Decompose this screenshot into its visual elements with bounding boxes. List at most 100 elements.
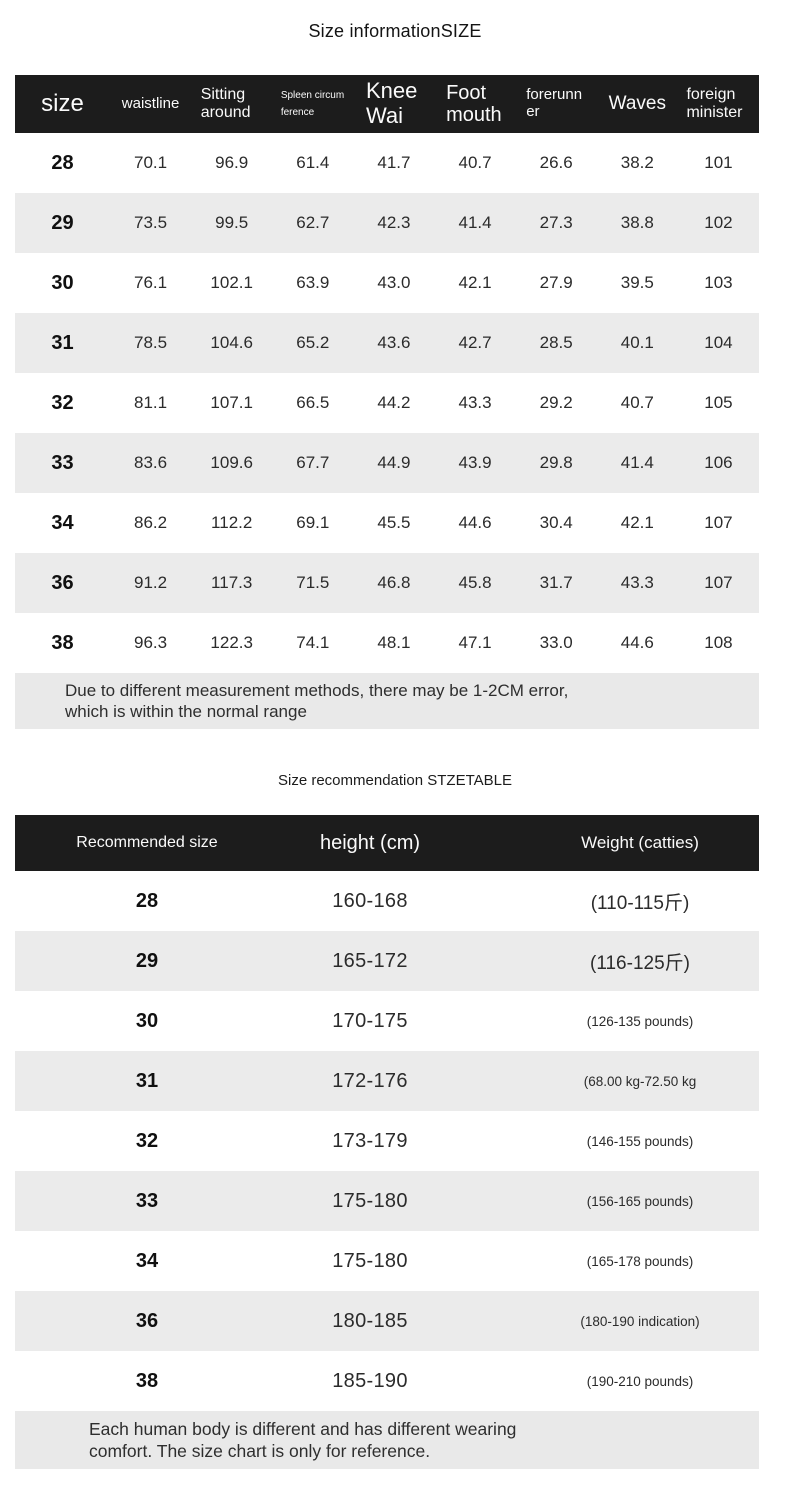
measurement-cell: 107.1 <box>210 393 253 412</box>
column-header-spleen-circumference: Spleen circumference <box>272 87 353 122</box>
measurement-cell: 62.7 <box>296 213 330 232</box>
recommended-size-cell: 31 <box>135 1069 159 1092</box>
measurement-cell: 43.3 <box>458 393 492 412</box>
size-cell: 34 <box>51 511 74 534</box>
recommended-size-cell: 34 <box>135 1249 159 1272</box>
measurement-cell: 43.3 <box>620 573 654 592</box>
column-header-waves: Waves <box>597 93 678 114</box>
measurement-cell: 70.1 <box>134 153 168 172</box>
column-header-label: Foot mouth <box>446 81 502 126</box>
size-cell: 30 <box>51 271 74 294</box>
measurement-cell: 28.5 <box>539 333 573 352</box>
measurement-cell: 112.2 <box>211 513 253 532</box>
measurement-cell: 63.9 <box>296 273 330 292</box>
weight-cell: (110-115斤) <box>590 892 690 914</box>
measurement-cell: 39.5 <box>620 273 654 292</box>
measurement-cell: 117.3 <box>211 573 253 592</box>
note-line: comfort. The size chart is only for refe… <box>89 1440 431 1461</box>
measurement-cell: 86.2 <box>134 513 168 532</box>
column-header-sitting-around: Sitting around <box>191 86 272 122</box>
measurement-cell: 43.6 <box>377 333 411 352</box>
size-cell: 31 <box>51 331 74 354</box>
height-cell: 165-172 <box>332 949 408 972</box>
size-info-body: 28 70.1 96.9 61.4 41.7 40.7 26.6 38.2 101 29 73.5 9… <box>15 133 759 673</box>
height-cell: 173-179 <box>332 1129 408 1152</box>
size-info-row: 30 76.1 102.1 63.9 43.0 42.1 27.9 39.5 103 <box>15 253 759 313</box>
size-info-row: 33 83.6 109.6 67.7 44.9 43.9 29.8 41.4 106 <box>15 433 759 493</box>
weight-cell: (156-165 pounds) <box>586 1193 694 1209</box>
measurement-cell: 109.6 <box>210 453 253 472</box>
measurement-cell: 42.3 <box>377 213 411 232</box>
measurement-cell: 41.4 <box>458 213 492 232</box>
measurement-cell: 104.6 <box>210 333 253 352</box>
measurement-cell: 106 <box>704 453 733 472</box>
recommended-size-cell: 32 <box>135 1129 159 1152</box>
measurement-cell: 101 <box>704 153 733 172</box>
column-header-label: Spleen circumference <box>280 89 345 119</box>
height-cell: 172-176 <box>332 1069 408 1092</box>
size-recommendation-row: 29 165-172 (116-125斤) <box>15 931 759 991</box>
measurement-cell: 47.1 <box>458 633 492 652</box>
measurement-cell: 76.1 <box>134 273 168 292</box>
measurement-cell: 78.5 <box>134 333 168 352</box>
measurement-cell: 40.7 <box>458 153 492 172</box>
column-header-forerunner: forerunner <box>516 86 597 121</box>
measurement-cell: 99.5 <box>215 213 249 232</box>
measurement-cell: 102 <box>704 213 733 232</box>
size-info-title: Size informationSIZE <box>308 21 482 41</box>
measurement-cell: 96.3 <box>134 633 168 652</box>
column-header-label: size <box>41 89 84 117</box>
weight-cell: (146-155 pounds) <box>586 1133 694 1149</box>
measurement-cell: 38.8 <box>620 213 654 232</box>
measurement-cell: 42.1 <box>458 273 492 292</box>
column-header-label: waistline <box>121 94 180 112</box>
size-cell: 32 <box>51 391 74 414</box>
measurement-cell: 107 <box>704 513 733 532</box>
height-cell: 180-185 <box>332 1309 408 1332</box>
column-header-label: Waves <box>608 93 666 115</box>
measurement-cell: 71.5 <box>296 573 330 592</box>
measurement-cell: 102.1 <box>210 273 253 292</box>
height-cell: 170-175 <box>332 1009 408 1032</box>
column-header-label: height (cm) <box>319 831 421 854</box>
size-recommendation-row: 36 180-185 (180-190 indication) <box>15 1291 759 1351</box>
column-header-height-cm: height (cm) <box>279 832 485 854</box>
recommended-size-cell: 36 <box>135 1309 159 1332</box>
size-info-row: 32 81.1 107.1 66.5 44.2 43.3 29.2 40.7 105 <box>15 373 759 433</box>
recommended-size-cell: 28 <box>135 889 159 912</box>
measurement-cell: 27.9 <box>539 273 573 292</box>
measurement-cell: 42.1 <box>620 513 654 532</box>
weight-cell: (68.00 kg-72.50 kg <box>583 1073 697 1089</box>
size-recommendation-row: 31 172-176 (68.00 kg-72.50 kg <box>15 1051 759 1111</box>
size-recommendation-row: 30 170-175 (126-135 pounds) <box>15 991 759 1051</box>
column-header-label: Sitting around <box>200 86 251 121</box>
measurement-cell: 44.6 <box>458 513 492 532</box>
height-cell: 175-180 <box>332 1189 408 1212</box>
size-info-note: Due to different measurement methods, th… <box>15 673 759 729</box>
column-header-knee-wai: Knee Wai <box>353 78 434 128</box>
size-recommendation-title: Size recommendation STZETABLE <box>278 772 512 789</box>
measurement-cell: 29.8 <box>539 453 573 472</box>
recommended-size-cell: 38 <box>135 1369 159 1392</box>
weight-cell: (165-178 pounds) <box>586 1253 694 1269</box>
size-recommendation-row: 28 160-168 (110-115斤) <box>15 871 759 931</box>
recommended-size-cell: 30 <box>135 1009 159 1032</box>
measurement-cell: 105 <box>704 393 733 412</box>
note-line: Due to different measurement methods, th… <box>65 681 569 700</box>
size-cell: 38 <box>51 631 74 654</box>
size-recommendation-body: 28 160-168 (110-115斤) 29 165-172 (116-125斤) 30… <box>15 871 759 1411</box>
weight-cell: (116-125斤) <box>590 952 690 974</box>
measurement-cell: 43.9 <box>458 453 492 472</box>
column-header-label: Weight (catties) <box>581 833 699 853</box>
measurement-cell: 42.7 <box>458 333 492 352</box>
measurement-cell: 45.5 <box>377 513 411 532</box>
measurement-cell: 91.2 <box>134 573 168 592</box>
measurement-cell: 108 <box>704 633 733 652</box>
measurement-cell: 66.5 <box>296 393 330 412</box>
measurement-cell: 48.1 <box>377 633 411 652</box>
size-recommendation-row: 34 175-180 (165-178 pounds) <box>15 1231 759 1291</box>
recommended-size-cell: 29 <box>135 949 159 972</box>
bottom-spacer <box>0 1469 790 1507</box>
measurement-cell: 43.0 <box>377 273 411 292</box>
